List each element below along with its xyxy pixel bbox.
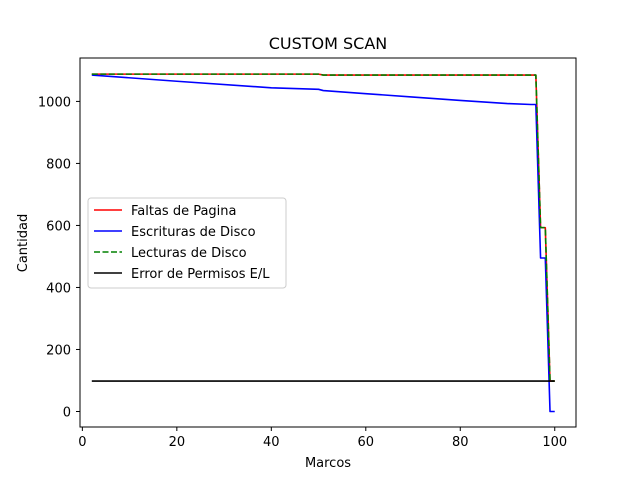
- legend-frame: [87, 197, 287, 289]
- legend-label-2: Lecturas de Disco: [131, 246, 247, 261]
- x-tick-label: 100: [542, 435, 567, 450]
- y-axis-label: Cantidad: [16, 214, 31, 272]
- y-tick-label: 200: [46, 343, 71, 358]
- legend-label-3: Error de Permisos E/L: [131, 267, 270, 282]
- x-tick-label: 20: [169, 435, 186, 450]
- legend: Faltas de Pagina Escrituras de Disco Lectu…: [87, 197, 287, 289]
- x-tick-label: 40: [263, 435, 280, 450]
- plot-area: [91, 73, 555, 413]
- x-axis-label: Marcos: [305, 456, 351, 471]
- series-line-2: [91, 73, 555, 382]
- x-tick-label: 60: [358, 435, 375, 450]
- legend-label-0: Faltas de Pagina: [131, 204, 237, 219]
- series-line-1: [91, 74, 555, 413]
- y-tick-label: 600: [46, 219, 71, 234]
- x-tick-label: 0: [78, 435, 86, 450]
- chart-title: CUSTOM SCAN: [269, 34, 388, 53]
- x-tick-label: 80: [452, 435, 469, 450]
- axes-frame: [79, 57, 577, 428]
- y-tick-label: 0: [63, 405, 71, 420]
- y-tick-label: 1000: [38, 95, 71, 110]
- y-tick-label: 400: [46, 281, 71, 296]
- y-tick-label: 800: [46, 157, 71, 172]
- legend-label-1: Escrituras de Disco: [131, 225, 256, 240]
